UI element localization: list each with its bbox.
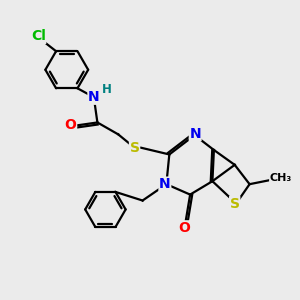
Text: N: N — [189, 127, 201, 141]
Text: CH₃: CH₃ — [270, 173, 292, 183]
Text: H: H — [102, 83, 112, 96]
Text: S: S — [130, 141, 140, 155]
Text: N: N — [88, 90, 100, 104]
Text: O: O — [65, 118, 76, 132]
Text: Cl: Cl — [31, 29, 46, 44]
Text: O: O — [178, 221, 190, 235]
Text: N: N — [159, 177, 171, 191]
Text: S: S — [230, 196, 240, 211]
